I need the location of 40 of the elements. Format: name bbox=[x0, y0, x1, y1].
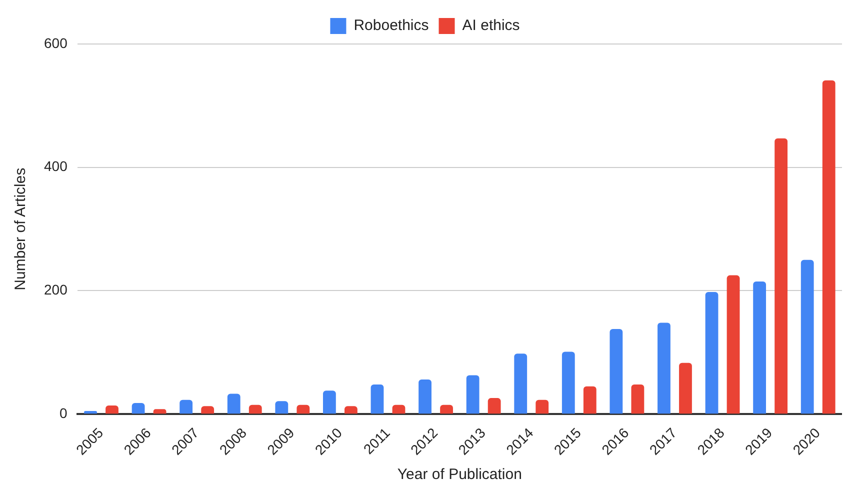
bar bbox=[153, 409, 166, 414]
bar bbox=[562, 352, 575, 414]
bar bbox=[631, 384, 644, 414]
y-axis-title: Number of Articles bbox=[12, 168, 30, 290]
bar bbox=[296, 404, 310, 414]
legend-label: Roboethics bbox=[354, 17, 429, 34]
legend-label: AI ethics bbox=[462, 17, 520, 34]
bar bbox=[132, 402, 145, 414]
bar bbox=[822, 80, 836, 414]
bar bbox=[726, 275, 740, 414]
bar bbox=[658, 322, 670, 414]
bar bbox=[227, 394, 240, 414]
x-axis-title: Year of Publication bbox=[397, 466, 522, 484]
bar bbox=[248, 404, 262, 414]
bar bbox=[440, 404, 453, 414]
bar bbox=[466, 375, 480, 414]
bar bbox=[418, 380, 432, 414]
bar bbox=[705, 292, 718, 414]
bar bbox=[370, 384, 384, 414]
bar bbox=[514, 354, 528, 414]
bar bbox=[583, 386, 596, 414]
bar bbox=[180, 400, 193, 414]
y-tick-label: 0 bbox=[60, 404, 68, 421]
bar bbox=[323, 390, 336, 414]
bar bbox=[84, 411, 97, 414]
bar bbox=[275, 401, 288, 414]
bar bbox=[344, 406, 358, 414]
bar bbox=[488, 398, 501, 414]
bar bbox=[610, 328, 623, 414]
bar bbox=[679, 362, 692, 414]
bar bbox=[392, 404, 406, 414]
bar bbox=[106, 405, 118, 414]
y-tick-label: 600 bbox=[44, 34, 68, 51]
y-tick-label: 200 bbox=[44, 282, 68, 298]
bar bbox=[753, 281, 766, 414]
bar bbox=[536, 400, 549, 414]
bar bbox=[774, 138, 788, 414]
bar bbox=[800, 260, 814, 414]
bar bbox=[201, 406, 214, 414]
y-tick-label: 400 bbox=[44, 158, 68, 174]
